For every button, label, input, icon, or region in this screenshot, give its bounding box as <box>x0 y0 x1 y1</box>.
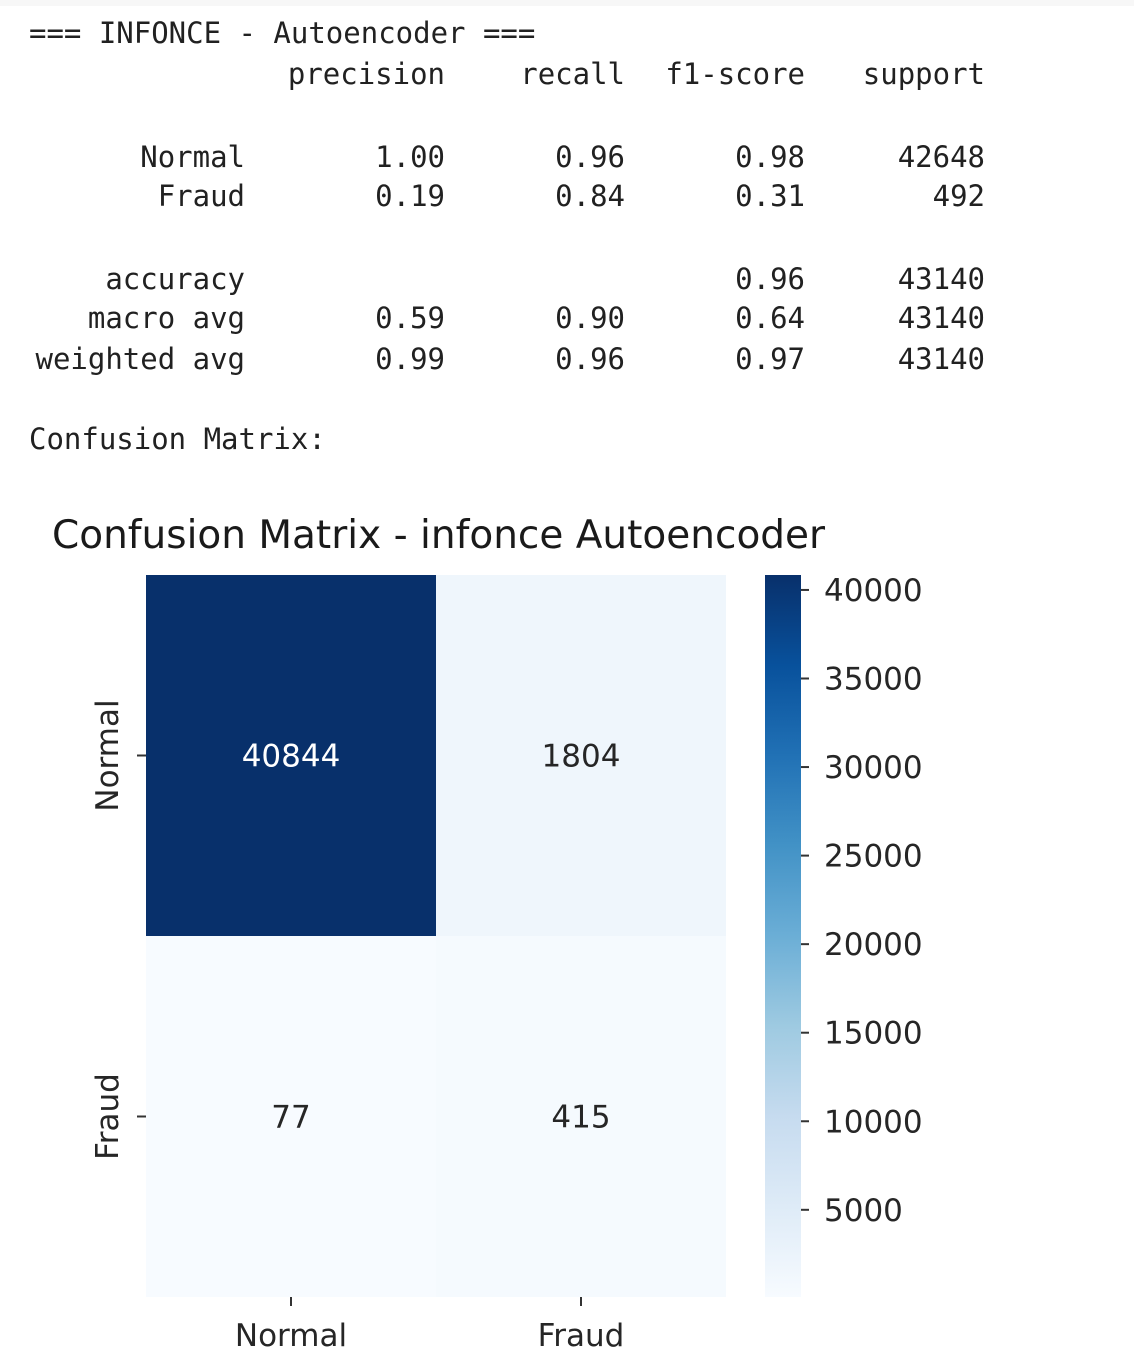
fraud-f1-score: 0.31 <box>735 179 805 213</box>
chart-title: Confusion Matrix - infonce Autoencoder <box>52 513 826 558</box>
x-tick-label: Normal <box>235 1318 347 1354</box>
accuracy-f1-score: 0.96 <box>735 262 805 296</box>
colorbar-tick-label: 5000 <box>824 1193 903 1229</box>
heatmap-annotations: 40844 1804 77 415 <box>242 739 621 1136</box>
weighted-avg-support: 43140 <box>897 342 985 376</box>
colorbar-tick-label: 40000 <box>824 573 923 609</box>
cell-annotation: 415 <box>551 1100 610 1136</box>
column-header-recall: recall <box>520 57 625 91</box>
macro-avg-recall: 0.90 <box>555 301 625 335</box>
weighted-avg-precision: 0.99 <box>375 342 445 376</box>
cell-annotation: 77 <box>271 1100 310 1136</box>
colorbar-ticks: 5000 10000 15000 20000 25000 30000 35000 40000 <box>801 573 923 1229</box>
colorbar-tick-label: 15000 <box>824 1016 923 1052</box>
y-axis: Normal Fraud <box>90 699 146 1160</box>
normal-precision: 1.00 <box>375 140 445 174</box>
row-label-macro-avg: macro avg <box>87 301 245 335</box>
row-label-fraud: Fraud <box>157 179 245 213</box>
heatmap-cell <box>436 936 726 1297</box>
heatmap-cell <box>146 575 436 936</box>
row-label-accuracy: accuracy <box>105 262 245 296</box>
report-header: === INFONCE - Autoencoder === <box>29 16 536 50</box>
colorbar-tick-label: 35000 <box>824 661 923 697</box>
fraud-precision: 0.19 <box>375 179 445 213</box>
colorbar-tick-label: 25000 <box>824 839 923 875</box>
colorbar-tick-label: 10000 <box>824 1104 923 1140</box>
normal-recall: 0.96 <box>555 140 625 174</box>
weighted-avg-recall: 0.96 <box>555 342 625 376</box>
cell-annotation: 1804 <box>542 739 621 775</box>
macro-avg-support: 43140 <box>897 301 985 335</box>
y-tick-label: Fraud <box>90 1073 126 1160</box>
y-tick-label: Normal <box>90 699 126 811</box>
cell-annotation: 40844 <box>242 739 341 775</box>
colorbar-tick-label: 20000 <box>824 927 923 963</box>
normal-support: 42648 <box>897 140 985 174</box>
column-header-precision: precision <box>287 57 445 91</box>
x-axis: Normal Fraud <box>235 1297 624 1354</box>
confusion-matrix-label: Confusion Matrix: <box>29 422 326 456</box>
fraud-support: 492 <box>932 179 985 213</box>
accuracy-support: 43140 <box>897 262 985 296</box>
normal-f1-score: 0.98 <box>735 140 805 174</box>
column-header-f1-score: f1-score <box>665 57 805 91</box>
top-strip <box>0 0 1134 6</box>
x-tick-label: Fraud <box>538 1318 625 1354</box>
macro-avg-precision: 0.59 <box>375 301 445 335</box>
column-header-support: support <box>862 57 985 91</box>
colorbar-tick-label: 30000 <box>824 750 923 786</box>
weighted-avg-f1-score: 0.97 <box>735 342 805 376</box>
row-label-normal: Normal <box>140 140 245 174</box>
heatmap-cell <box>146 936 436 1297</box>
heatmap-cell <box>436 575 726 936</box>
row-label-weighted-avg: weighted avg <box>35 342 245 376</box>
fraud-recall: 0.84 <box>555 179 625 213</box>
colorbar <box>765 575 801 1297</box>
heatmap-cells <box>146 575 726 1297</box>
macro-avg-f1-score: 0.64 <box>735 301 805 335</box>
